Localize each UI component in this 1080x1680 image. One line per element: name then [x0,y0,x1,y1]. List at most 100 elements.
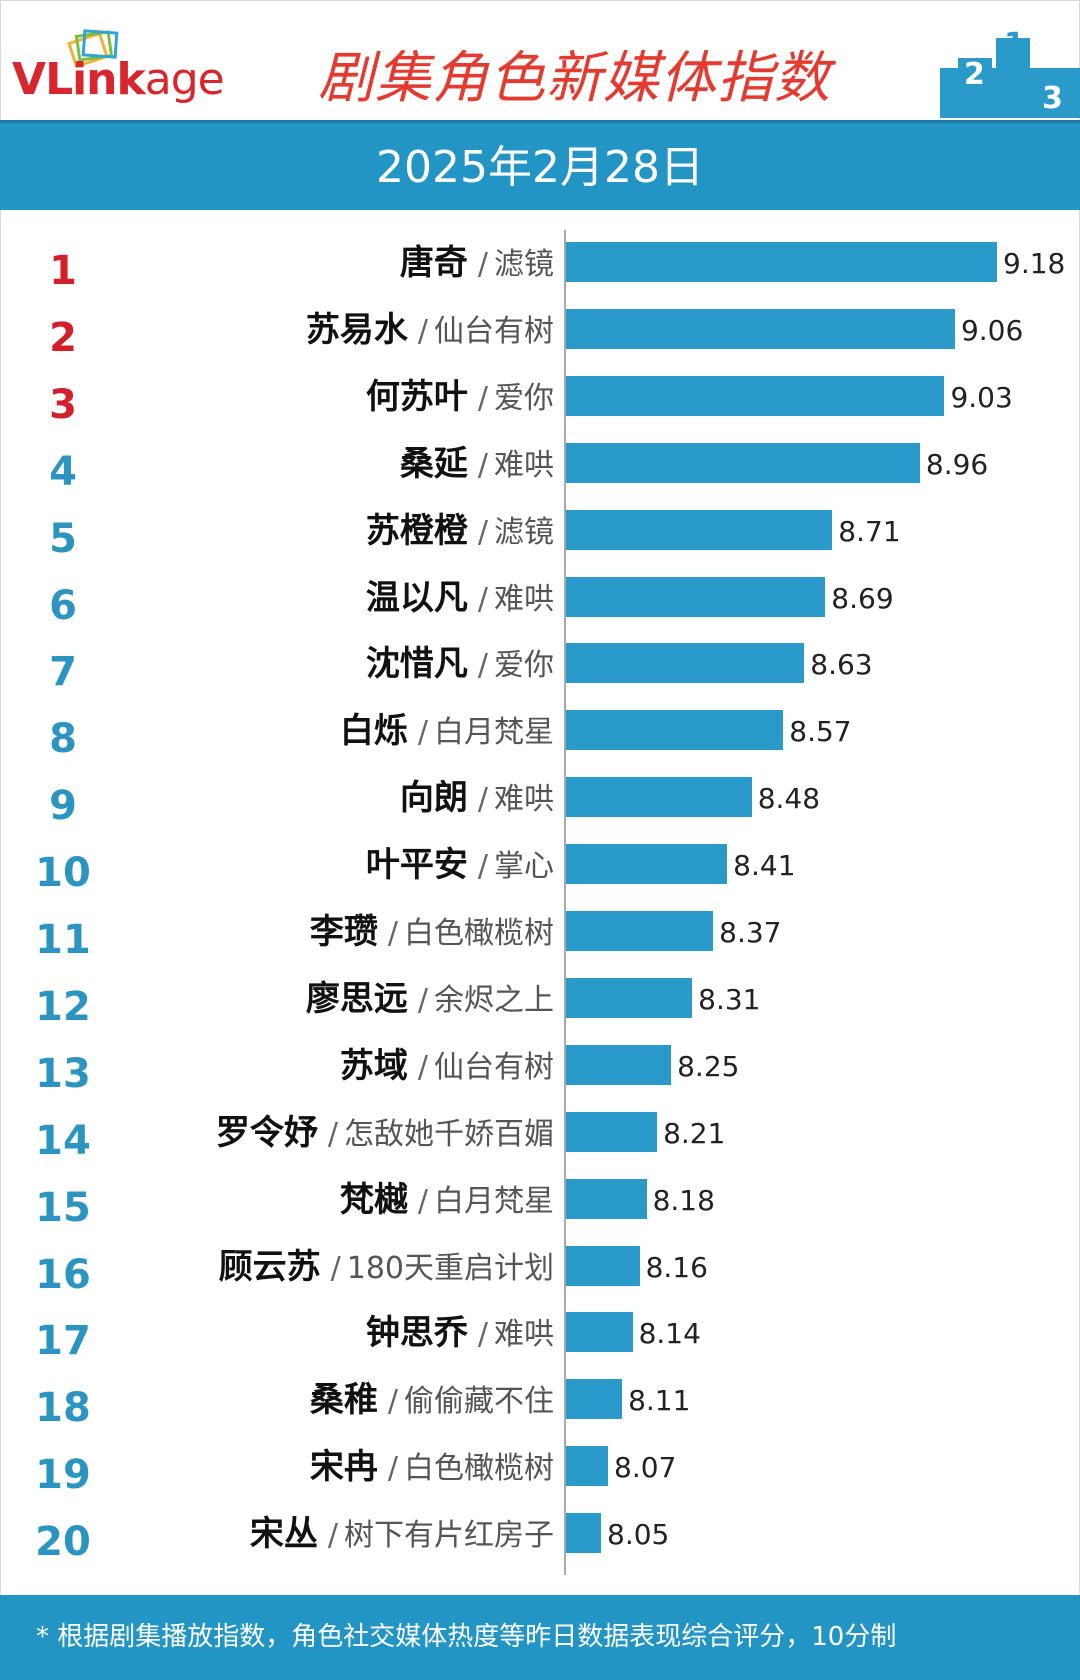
chart-row: 16 顾云苏/180天重启计划 8.16 [0,1234,1080,1301]
category-label: 沈惜凡 / 爱你 [366,631,554,703]
rank-number: 20 [35,1519,91,1566]
chart-bar [566,576,826,617]
rank-number: 2 [49,314,77,361]
data-label: 8.96 [925,447,989,481]
rank-number: 5 [49,515,77,562]
label-separator: / [477,782,488,818]
rank-number: 18 [35,1385,91,1432]
character-name: 廖思远 [305,978,408,1019]
data-label: 8.05 [607,1518,670,1552]
data-label: 8.48 [757,782,821,816]
logo-age: age [144,54,225,105]
data-label: 8.31 [698,982,761,1016]
chart-bar [566,242,997,282]
rank-number: 16 [35,1251,91,1298]
data-label: 9.06 [960,313,1024,347]
rank-number: 9 [49,783,77,830]
chart-bar [566,1379,623,1420]
category-label: 苏易水 / 仙台有树 [306,297,554,369]
label-separator: / [477,1317,488,1353]
drama-name: 偷偷藏不住 [404,1384,554,1420]
data-label: 8.11 [628,1384,691,1418]
chart-bar [566,442,920,483]
category-label: 钟思乔 / 难哄 [366,1300,554,1372]
drama-name: 滤镜 [494,514,554,550]
data-label: 9.18 [1003,247,1066,280]
logo-link: Link [45,54,146,105]
data-label: 8.63 [810,648,873,682]
category-label: 宋冉 / 白色橄榄树 [310,1434,554,1506]
vlinkage-logo: VLinkage [12,29,242,110]
chart-row: 9 向朗 / 难哄 8.48 [0,765,1080,832]
chart-row: 6 温以凡 / 难哄 8.69 [0,565,1080,632]
chart-row: 18 桑稚 / 偷偷藏不住 8.11 [0,1367,1080,1434]
category-label: 唐奇 / 滤镜 [400,230,554,302]
category-label: 宋丛 / 树下有片红房子 [250,1501,554,1573]
drama-name: 仙台有树 [434,313,554,349]
drama-name: 滤镜 [494,247,554,282]
character-name: 梵樾 [339,1179,408,1220]
ranking-bar-chart: 1 唐奇 / 滤镜 9.18 2 苏易水 / 仙台有树 9.06 3 何苏叶 / 爱你 9.03 4 桑延 / 难哄… [0,230,1080,1580]
label-separator: / [477,514,488,550]
podium-label-3: 3 [1042,81,1063,116]
drama-name: 难哄 [494,581,554,617]
chart-bar [566,375,945,416]
rank-number: 11 [35,917,91,963]
data-label: 8.16 [645,1250,708,1284]
character-name: 罗令妤 [215,1112,318,1153]
drama-name: 白色橄榄树 [404,916,554,951]
category-label: 温以凡 / 难哄 [366,565,554,637]
category-label: 廖思远 / 余烬之上 [306,966,554,1038]
date-banner: 2025年2月28日 [0,120,1080,210]
rank-number: 19 [35,1452,91,1499]
chart-bar [566,509,833,550]
character-name: 沈惜凡 [365,644,468,685]
rank-number: 10 [35,850,91,897]
chart-row: 19 宋冉 / 白色橄榄树 8.07 [0,1434,1080,1501]
character-name: 苏域 [339,1045,408,1086]
label-separator: / [417,313,428,349]
chart-row: 10 叶平安 / 掌心 8.41 [0,832,1080,899]
chart-row: 12 廖思远 / 余烬之上 8.31 [0,966,1080,1033]
label-separator: / [417,982,428,1018]
data-label: 8.69 [831,581,894,615]
label-separator: / [327,1518,338,1554]
data-label: 8.14 [638,1317,701,1351]
chart-bar [566,308,955,349]
character-name: 向朗 [399,778,468,819]
drama-name: 怎敌她千娇百媚 [344,1116,554,1152]
drama-name: 难哄 [494,447,554,483]
chart-row: 7 沈惜凡 / 爱你 8.63 [0,631,1080,698]
podium-label-2: 2 [964,57,985,92]
rank-number: 6 [49,582,77,629]
chart-row: 1 唐奇 / 滤镜 9.18 [0,230,1080,297]
character-name: 桑延 [399,443,468,484]
chart-row: 17 钟思乔 / 难哄 8.14 [0,1300,1080,1367]
label-separator: / [387,1384,398,1420]
date-label: 2025年2月28日 [376,142,704,193]
category-label: 苏域 / 仙台有树 [340,1033,554,1105]
label-separator: / [417,1183,428,1219]
label-separator: / [327,1116,338,1152]
page-title: 剧集角色新媒体指数 [318,46,831,111]
drama-name: 180天重启计划 [346,1250,554,1286]
chart-row: 3 何苏叶 / 爱你 9.03 [0,364,1080,431]
drama-name: 难哄 [494,1317,554,1353]
chart-bar [566,1044,672,1085]
chart-row: 11 李瓒 / 白色橄榄树 8.37 [0,899,1080,966]
character-name: 唐奇 [399,243,468,283]
chart-bar [566,777,752,818]
category-label: 白烁 / 白月梵星 [340,698,554,770]
drama-name: 余烬之上 [434,982,554,1018]
label-separator: / [387,1451,398,1487]
label-separator: / [417,715,428,751]
podium-icon: 2 1 3 [940,27,1080,118]
chart-bar [566,1111,658,1152]
data-label: 8.18 [652,1183,715,1217]
drama-name: 白色橄榄树 [404,1451,554,1487]
chart-bar [566,643,805,684]
chart-bar [566,1312,633,1353]
drama-name: 白月梵星 [434,1183,554,1219]
chart-row: 15 梵樾 / 白月梵星 8.18 [0,1167,1080,1234]
chart-row: 2 苏易水 / 仙台有树 9.06 [0,297,1080,364]
